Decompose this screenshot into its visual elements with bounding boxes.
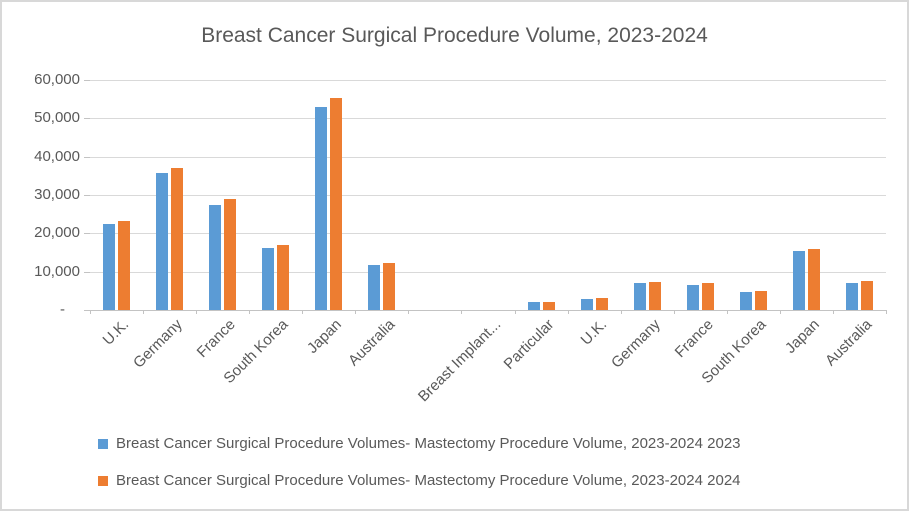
x-axis-label: France: [671, 316, 717, 362]
y-axis-label: 10,000: [34, 262, 80, 280]
x-axis-tick: [90, 310, 91, 314]
bar-2024-4: [330, 98, 343, 310]
y-axis-label: 30,000: [34, 186, 80, 203]
x-axis-tick: [143, 310, 145, 314]
legend-label-2023: Breast Cancer Surgical Procedure Volumes…: [116, 435, 741, 452]
y-axis-label: 20,000: [34, 224, 80, 242]
x-axis-tick: [355, 310, 357, 314]
x-axis-label: Japan: [303, 316, 345, 357]
x-axis-tick: [567, 310, 569, 314]
x-axis-label: U.K.: [577, 316, 611, 349]
gridline: [90, 156, 886, 158]
bar-2023-9: [580, 298, 593, 310]
y-axis-label: 60,000: [34, 71, 80, 88]
x-axis-tick: [620, 310, 622, 314]
bar-2024-8: [542, 302, 555, 310]
bar-2024-3: [277, 244, 290, 310]
y-axis-tick: [84, 195, 90, 196]
bar-2023-13: [792, 250, 805, 310]
bar-2024-14: [860, 281, 873, 310]
x-axis-label: Germany: [129, 316, 186, 372]
legend: Breast Cancer Surgical Procedure Volumes…: [98, 435, 741, 490]
bar-2024-0: [118, 220, 131, 310]
y-axis-tick: [84, 233, 90, 235]
chart-title: Breast Cancer Surgical Procedure Volume,…: [201, 24, 708, 47]
bar-2023-10: [633, 282, 646, 310]
bar-2023-2: [209, 204, 222, 310]
x-axis-tick: [196, 310, 198, 314]
legend-swatch-2024: [98, 476, 108, 486]
x-axis-label: Breast Implant...: [414, 316, 505, 406]
y-axis-tick: [84, 156, 90, 158]
x-axis-tick: [726, 310, 728, 314]
legend-item-2023: Breast Cancer Surgical Procedure Volumes…: [98, 435, 741, 453]
gridline: [90, 195, 886, 196]
x-axis-tick: [249, 310, 251, 314]
bar-2023-14: [845, 282, 858, 310]
bar-2023-4: [315, 106, 328, 310]
x-axis-label: Germany: [607, 316, 664, 372]
bar-2024-13: [807, 249, 820, 310]
x-axis-label: U.K.: [99, 316, 133, 349]
x-axis-tick: [673, 310, 675, 314]
x-axis-tick: [408, 310, 410, 314]
gridline: [90, 80, 886, 81]
y-axis-label: 40,000: [34, 147, 80, 165]
x-axis-line: [90, 310, 886, 311]
legend-swatch-2023: [98, 439, 108, 449]
gridline: [90, 233, 886, 235]
bar-2023-3: [262, 247, 275, 310]
bar-2024-2: [224, 199, 237, 310]
x-axis-label: Australia: [822, 316, 876, 370]
legend-item-2024: Breast Cancer Surgical Procedure Volumes…: [98, 472, 741, 490]
gridline: [90, 271, 886, 273]
bar-2024-10: [648, 282, 661, 310]
x-axis-tick: [302, 310, 304, 314]
bar-2023-12: [739, 291, 752, 310]
gridline: [90, 118, 886, 120]
y-axis-label: -: [60, 301, 65, 318]
x-axis-tick: [886, 310, 887, 314]
y-axis-label: 50,000: [34, 109, 80, 127]
x-axis-tick: [514, 310, 516, 314]
x-axis-label: Particular: [500, 316, 558, 373]
legend-label-2024: Breast Cancer Surgical Procedure Volumes…: [116, 472, 741, 489]
x-axis-label: Australia: [344, 316, 398, 370]
bar-2023-11: [686, 284, 699, 310]
bar-2023-1: [156, 173, 169, 310]
bar-2024-11: [701, 283, 714, 310]
y-axis-tick: [84, 310, 90, 311]
x-axis-tick: [832, 310, 834, 314]
bar-2023-5: [368, 264, 381, 310]
bar-2023-0: [103, 224, 116, 310]
bar-2024-12: [754, 290, 767, 310]
x-axis-label: Japan: [781, 316, 823, 357]
y-axis-tick: [84, 271, 90, 273]
bar-2024-9: [595, 297, 608, 310]
bar-2024-5: [383, 262, 396, 310]
y-axis-tick: [84, 118, 90, 120]
bar-2023-8: [527, 302, 540, 310]
x-axis-tick: [461, 310, 463, 314]
y-axis-tick: [84, 80, 90, 81]
x-axis-label: France: [193, 316, 239, 362]
x-axis-tick: [779, 310, 781, 314]
bar-2024-1: [171, 168, 184, 310]
